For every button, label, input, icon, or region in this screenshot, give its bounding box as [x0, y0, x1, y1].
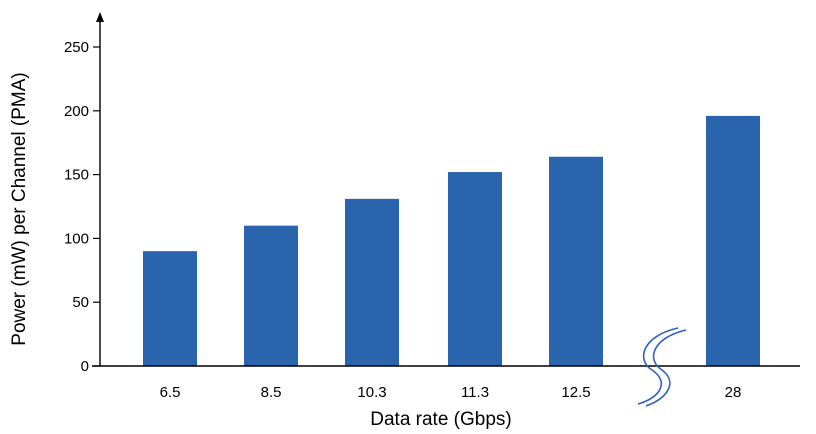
y-tick-label: 50: [72, 294, 89, 311]
x-tick-label: 11.3: [461, 384, 489, 401]
bar-6.5: [143, 251, 197, 366]
bars-layer: [143, 115, 760, 367]
axes-layer: [92, 12, 800, 367]
x-tick-label: 6.5: [160, 384, 181, 401]
y-tick-label: 150: [64, 167, 89, 184]
axis-break-mark-right: [645, 329, 687, 407]
bar-8.5: [244, 225, 298, 366]
x-tick-label: 8.5: [261, 384, 282, 401]
x-tick-label: 10.3: [357, 384, 386, 401]
bar-12.5: [549, 156, 603, 366]
axis-break-layer: [637, 327, 687, 407]
y-tick-label: 0: [81, 358, 89, 375]
axis-break-mark-left: [637, 327, 679, 405]
y-tick-label: 200: [64, 103, 89, 120]
ticks-layer: 6.5 8.5 10.3 11.3 12.5 28 0 50 100 150 200 250: [64, 39, 741, 401]
x-tick-label: 12.5: [561, 384, 590, 401]
y-axis-arrow-icon: [96, 12, 104, 22]
bar-11.3: [448, 172, 502, 366]
bar-10.3: [345, 198, 399, 366]
bar-28: [706, 115, 760, 367]
y-axis-title: Power (mW) per Channel (PMA): [9, 72, 30, 345]
y-tick-label: 250: [64, 39, 89, 56]
y-tick-label: 100: [64, 230, 89, 247]
x-axis-title: Data rate (Gbps): [370, 409, 512, 430]
x-tick-label: 28: [725, 384, 742, 401]
